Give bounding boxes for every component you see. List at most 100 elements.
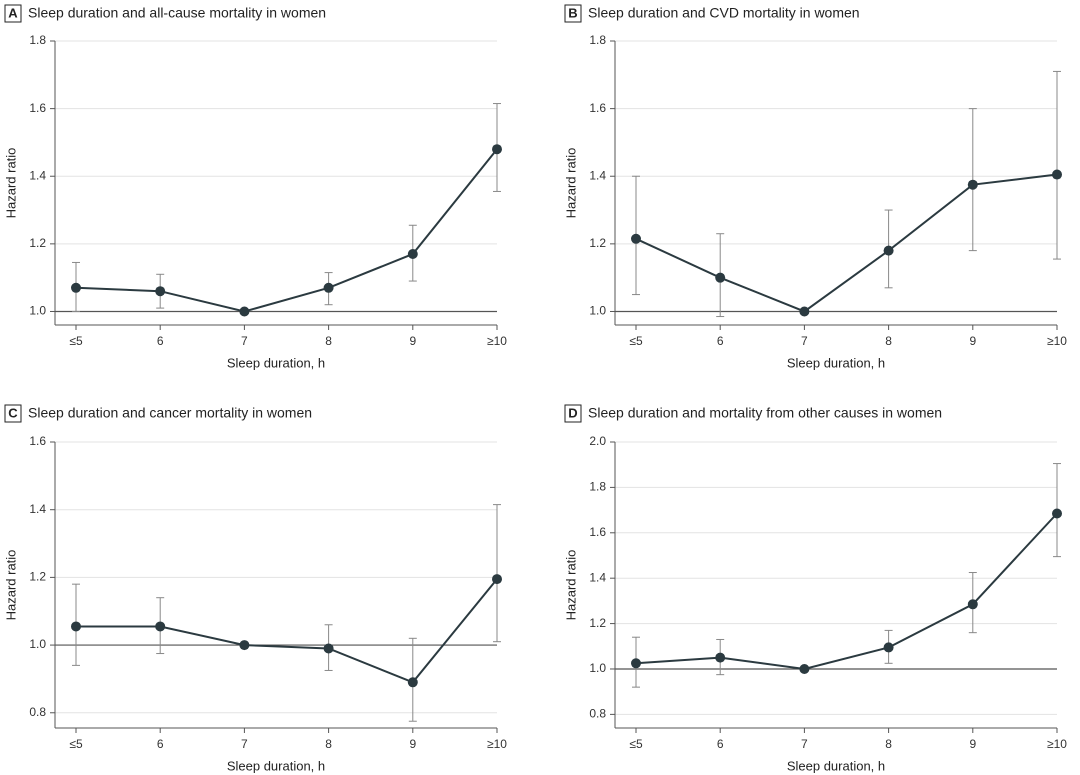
panel-label: D [568, 405, 577, 420]
x-tick-label: 6 [717, 334, 724, 348]
y-tick-label: 1.6 [589, 525, 606, 539]
data-point [799, 663, 810, 674]
data-point [407, 249, 418, 259]
x-tick-label: 8 [885, 334, 892, 348]
data-point [492, 144, 502, 155]
x-axis-label: Sleep duration, h [787, 355, 885, 370]
panel-title: Sleep duration and cancer mortality in w… [28, 405, 312, 421]
data-point [967, 599, 978, 610]
y-tick-label: 1.2 [589, 616, 606, 630]
y-tick-label: 1.6 [29, 434, 46, 448]
y-axis-label: Hazard ratio [3, 550, 18, 621]
x-tick-label: ≤5 [629, 334, 643, 348]
panel-label-box [564, 4, 582, 23]
x-tick-label: 9 [409, 334, 416, 348]
y-tick-label: 0.8 [589, 707, 606, 721]
x-axis-label: Sleep duration, h [787, 758, 885, 773]
data-point [239, 640, 250, 651]
y-tick-label: 2.0 [589, 434, 606, 448]
error-bar [968, 108, 977, 252]
y-tick-label: 0.8 [29, 705, 46, 719]
error-bar [1053, 70, 1061, 260]
x-tick-label: ≥10 [487, 334, 507, 348]
panel-title: Sleep duration and CVD mortality in wome… [588, 5, 860, 21]
y-tick-label: 1.8 [29, 33, 46, 47]
x-axis-label: Sleep duration, h [227, 355, 325, 370]
data-point [492, 574, 502, 585]
data-line [635, 512, 1058, 671]
panel: D Sleep duration and mortality from other… [563, 404, 1067, 773]
y-tick-label: 1.4 [589, 168, 606, 182]
y-tick-label: 1.6 [589, 101, 606, 115]
data-point [407, 677, 418, 688]
data-point [71, 621, 81, 632]
y-tick-label: 1.0 [29, 637, 46, 651]
y-axis-label: Hazard ratio [563, 148, 578, 219]
y-tick-label: 1.0 [589, 304, 606, 318]
panel-label: B [568, 5, 577, 20]
y-tick-label: 1.4 [29, 502, 46, 516]
data-point [239, 306, 250, 317]
y-tick-label: 1.8 [589, 480, 606, 494]
panel: C Sleep duration and cancer mortality in … [3, 404, 507, 773]
data-point [323, 282, 334, 293]
x-tick-label: 6 [717, 737, 724, 751]
x-tick-label: 7 [801, 737, 808, 751]
panel-title: Sleep duration and all-cause mortality i… [28, 5, 326, 21]
y-tick-label: 1.4 [29, 168, 46, 182]
data-line [75, 148, 498, 313]
panel: A Sleep duration and all-cause mortality … [3, 4, 507, 370]
data-point [883, 245, 894, 256]
data-line [76, 578, 498, 684]
x-tick-label: 7 [801, 334, 808, 348]
error-bar [493, 504, 501, 643]
panel-label: C [8, 405, 18, 420]
data-point [715, 652, 726, 663]
x-tick-label: 9 [969, 334, 976, 348]
data-point [323, 643, 334, 654]
data-point [715, 272, 726, 283]
data-point [155, 286, 166, 297]
y-tick-label: 1.8 [589, 33, 606, 47]
panel-label: A [8, 5, 18, 20]
x-axis-label: Sleep duration, h [227, 758, 325, 773]
panel-label-box [564, 404, 582, 423]
y-tick-label: 1.0 [589, 661, 606, 675]
y-tick-label: 1.2 [589, 236, 606, 250]
data-point [883, 642, 894, 653]
data-point [155, 621, 166, 632]
data-point [967, 179, 978, 190]
data-point [1052, 169, 1062, 180]
data-line [635, 173, 1058, 313]
y-axis-label: Hazard ratio [3, 148, 18, 219]
x-tick-label: 8 [885, 737, 892, 751]
x-tick-label: ≥10 [487, 737, 507, 751]
y-tick-label: 1.4 [589, 570, 606, 584]
x-tick-label: ≥10 [1047, 334, 1067, 348]
panel-label-box [4, 404, 22, 423]
x-tick-label: 8 [325, 737, 332, 751]
y-axis-label: Hazard ratio [563, 550, 578, 621]
data-point [71, 282, 81, 293]
x-tick-label: ≤5 [629, 737, 643, 751]
y-tick-label: 1.0 [29, 304, 46, 318]
x-tick-label: ≥10 [1047, 737, 1067, 751]
data-point [1052, 508, 1062, 519]
data-point [631, 233, 641, 244]
x-tick-label: 9 [409, 737, 416, 751]
panel: B Sleep duration and CVD mortality in wom… [563, 4, 1067, 370]
x-tick-label: ≤5 [69, 737, 83, 751]
y-tick-label: 1.6 [29, 101, 46, 115]
x-tick-label: 7 [241, 334, 248, 348]
y-tick-label: 1.2 [29, 236, 46, 250]
x-tick-label: 8 [325, 334, 332, 348]
x-tick-label: 6 [157, 334, 164, 348]
panel-title: Sleep duration and mortality from other … [588, 405, 942, 421]
panel-label-box [4, 4, 22, 23]
data-point [799, 306, 810, 317]
x-tick-label: 9 [969, 737, 976, 751]
x-tick-label: 7 [241, 737, 248, 751]
y-tick-label: 1.2 [29, 570, 46, 584]
x-tick-label: ≤5 [69, 334, 83, 348]
